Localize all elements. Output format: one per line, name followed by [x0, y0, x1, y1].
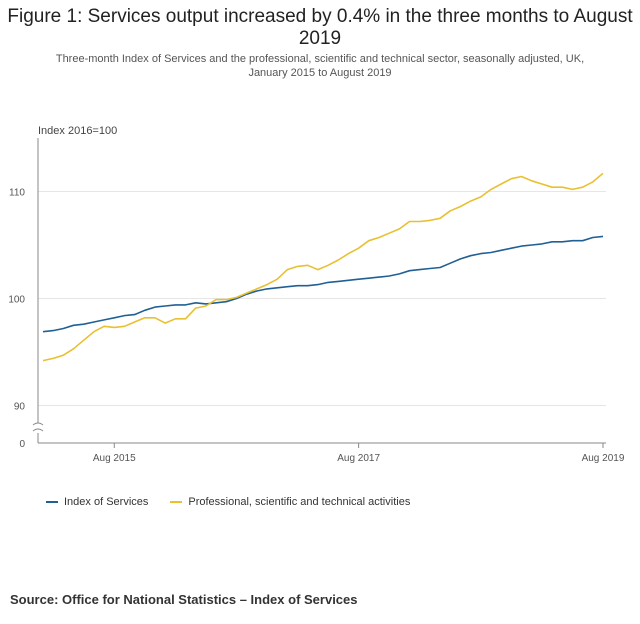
legend-item-services: Index of Services	[46, 496, 148, 508]
axes: 0 90 100 110 Index 2016=100 Aug 2015 Aug 2017 A…	[8, 125, 625, 464]
y-axis-label: Index 2016=100	[38, 125, 117, 137]
legend-label-professional: Professional, scientific and technical a…	[188, 496, 411, 508]
x-tick-label-1: Aug 2017	[337, 453, 380, 464]
y-tick-label-90: 90	[14, 402, 26, 413]
grid-lines	[38, 191, 606, 406]
chart-title: Figure 1: Services output increased by 0…	[7, 6, 633, 49]
legend-swatch-professional	[170, 501, 183, 503]
axis-break-marker	[32, 422, 44, 432]
series-lines	[42, 172, 604, 362]
y-tick-label-0: 0	[19, 439, 25, 450]
y-tick-label-100: 100	[8, 295, 25, 306]
legend-label-services: Index of Services	[64, 496, 149, 508]
source-note: Source: Office for National Statistics –…	[10, 592, 358, 607]
x-tick-label-0: Aug 2015	[93, 453, 136, 464]
chart-subtitle: Three-month Index of Services and the pr…	[55, 53, 585, 79]
legend-swatch-services	[46, 501, 58, 503]
series-line-professional	[42, 172, 604, 362]
series-line-services	[42, 235, 604, 333]
line-chart: 0 90 100 110 Index 2016=100 Aug 2015 Aug 2017 A…	[8, 125, 625, 464]
y-tick-label-110: 110	[9, 188, 25, 199]
legend: Index of Services Professional, scientif…	[46, 496, 432, 508]
legend-item-professional: Professional, scientific and technical a…	[170, 496, 410, 508]
x-tick-label-2: Aug 2019	[582, 453, 625, 464]
